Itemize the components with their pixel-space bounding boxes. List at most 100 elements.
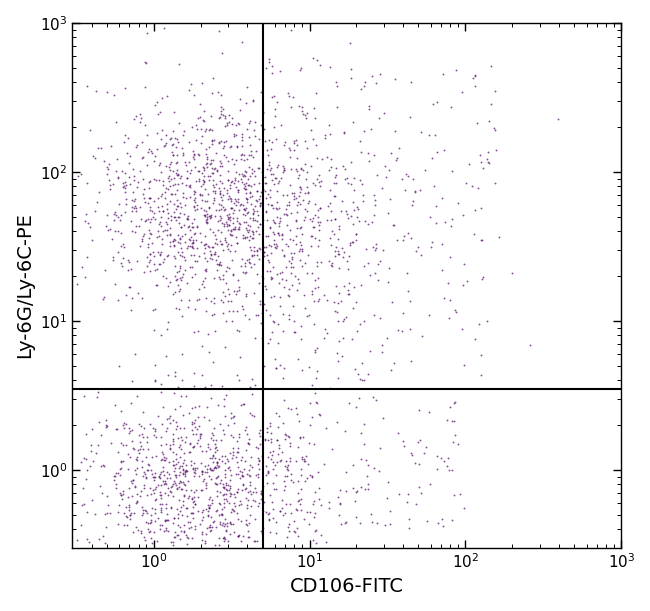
Point	[160, 141, 170, 150]
Point	[177, 312, 188, 321]
Point	[350, 229, 361, 238]
Point	[156, 505, 166, 514]
Point	[235, 474, 245, 483]
Point	[198, 412, 209, 422]
Point	[200, 461, 210, 471]
Point	[94, 534, 105, 544]
Point	[461, 178, 471, 188]
Point	[265, 334, 275, 344]
Point	[278, 163, 289, 172]
Point	[346, 179, 357, 189]
Point	[282, 464, 293, 474]
Point	[300, 188, 310, 198]
Point	[220, 204, 231, 214]
Point	[240, 514, 251, 524]
Point	[278, 250, 289, 260]
Point	[295, 224, 306, 233]
Point	[231, 290, 241, 299]
Point	[380, 161, 390, 170]
Point	[90, 153, 100, 163]
Point	[171, 459, 181, 469]
Point	[142, 252, 153, 262]
Point	[205, 124, 216, 134]
Point	[244, 434, 254, 444]
Point	[231, 488, 242, 497]
Point	[173, 170, 183, 180]
Point	[218, 483, 229, 492]
Point	[240, 166, 250, 175]
Point	[198, 248, 209, 258]
Point	[235, 536, 246, 546]
Point	[146, 145, 156, 155]
Point	[272, 212, 282, 222]
Point	[382, 493, 392, 503]
Point	[152, 232, 162, 242]
Point	[129, 175, 140, 185]
Point	[316, 530, 326, 540]
Point	[86, 440, 96, 450]
Point	[315, 203, 325, 213]
Point	[327, 226, 337, 236]
Point	[131, 203, 141, 213]
Point	[188, 243, 198, 253]
Point	[240, 184, 250, 194]
Point	[72, 535, 83, 545]
Point	[280, 204, 291, 214]
Point	[174, 218, 185, 228]
Point	[203, 203, 214, 213]
Point	[125, 510, 135, 520]
Point	[289, 316, 300, 326]
Point	[207, 518, 218, 527]
Point	[254, 456, 265, 466]
Point	[278, 510, 289, 520]
Point	[250, 496, 260, 506]
Point	[335, 296, 346, 306]
Point	[161, 161, 171, 170]
Point	[315, 181, 326, 191]
Point	[161, 523, 171, 533]
Point	[178, 464, 188, 474]
Point	[250, 332, 261, 342]
Point	[348, 303, 359, 313]
Point	[280, 430, 291, 440]
Point	[213, 87, 224, 97]
Point	[245, 480, 255, 490]
Point	[189, 419, 200, 428]
Point	[209, 298, 220, 308]
Point	[219, 489, 229, 499]
Point	[221, 279, 231, 288]
Point	[284, 143, 294, 153]
Point	[170, 463, 180, 472]
Point	[205, 254, 215, 263]
Point	[96, 461, 106, 471]
Point	[274, 292, 285, 302]
Point	[233, 118, 243, 128]
Point	[211, 445, 222, 455]
Point	[213, 216, 224, 225]
Point	[386, 365, 396, 375]
Point	[280, 428, 291, 438]
Point	[286, 469, 296, 479]
Point	[214, 137, 224, 147]
Point	[99, 461, 109, 471]
Point	[263, 469, 274, 478]
Point	[263, 150, 273, 160]
Point	[285, 225, 295, 235]
Point	[151, 494, 161, 503]
Point	[242, 527, 253, 536]
Point	[172, 150, 183, 160]
Point	[177, 252, 187, 262]
Point	[160, 193, 170, 203]
Point	[188, 502, 198, 511]
Point	[176, 444, 187, 453]
Point	[348, 219, 358, 229]
Point	[173, 230, 183, 240]
Point	[175, 173, 185, 183]
Point	[182, 466, 192, 476]
Point	[385, 506, 395, 516]
Point	[171, 142, 181, 152]
Point	[259, 251, 270, 261]
Point	[215, 156, 226, 166]
Point	[240, 268, 251, 277]
Point	[121, 290, 131, 300]
